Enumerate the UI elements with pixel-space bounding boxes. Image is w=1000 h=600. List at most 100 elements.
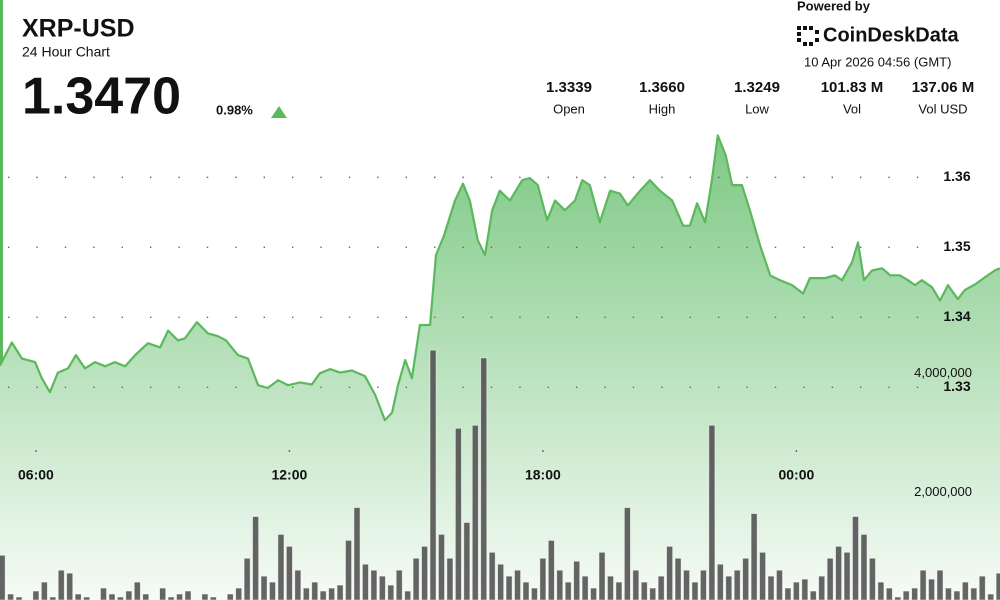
volume-bar [142,593,150,600]
volume-bar [269,581,276,600]
x-tick-label: 12:00 [271,467,307,483]
volume-bar [919,569,927,600]
volume-bar [666,545,674,600]
volume-bar [564,581,572,600]
volume-bar [361,563,369,600]
x-tick-label: 06:00 [18,467,54,483]
volume-bar [539,557,547,600]
volume-bar [530,587,538,600]
volume-bar [784,587,792,600]
volume-bar [294,569,302,600]
volume-bar [395,569,403,600]
volume-bar [311,581,319,600]
volume-bar [497,563,505,600]
volume-bar [387,584,395,600]
volume-bar [235,587,243,600]
volume-bar [438,534,445,600]
volume-bar [547,539,555,600]
stat-label: Open [553,101,585,116]
y-tick-label: 1.35 [943,238,970,254]
volume-bar [640,581,648,600]
volume-bar [995,572,1000,600]
volume-bar [615,581,623,600]
volume-bar [590,587,598,600]
volume-bar [522,581,530,600]
volume-bar [404,590,412,600]
volume-bar [480,357,488,600]
volume-bar [328,587,336,600]
volume-bar [987,593,995,600]
brand: CoinDeskData [823,24,959,46]
volume-bar [277,534,285,600]
volume-bar [336,584,344,600]
volume-bar [471,424,479,600]
volume-bar [759,551,767,600]
stat-value: 1.3249 [734,79,780,96]
volume-bar [936,569,944,600]
volume-bar [40,581,48,600]
brand-icon [797,26,819,46]
stat-label: Low [745,101,769,116]
volume-bar [378,575,386,600]
volume-bar [345,539,352,600]
volume-bar [429,349,437,600]
volume-bar [691,581,699,600]
volume-bar [978,575,986,600]
volume-bar [412,557,420,600]
volume-bar [860,534,868,600]
volume-bar [184,590,192,600]
volume-bar [708,424,716,600]
volume-bar [176,593,183,600]
volume-bar [454,427,462,600]
volume-bar [649,587,657,600]
y-tick-label: 1.34 [943,308,970,324]
volume-bar [125,590,133,600]
last-price: 1.3470 [22,68,181,126]
volume-bar [767,575,775,600]
volume-bar [66,572,74,600]
x-tick-label: 00:00 [778,467,814,483]
x-tick-label: 18:00 [525,467,561,483]
volume-bar [623,507,631,600]
volume-bar [953,590,961,600]
volume-bar [742,557,750,600]
price-line [0,134,1000,422]
volume-bar [801,578,809,600]
plot: 1.33 1.34 1.35 1.36 2,000,000 4,000,000 06:00 1… [0,134,1000,600]
volume-bar [302,587,310,600]
volume-bar [699,569,707,600]
stat-value: 137.06 M [912,79,975,96]
title: XRP-USD [22,15,135,43]
volume-bar [201,593,209,600]
volume-bar [877,581,885,600]
stat-value: 1.3660 [639,79,685,96]
volume-bar [598,551,606,600]
volume-bar [674,557,682,600]
volume-bar [319,590,327,600]
volume-bar [463,522,471,600]
volume-bar [133,581,141,600]
volume-bar [818,575,826,600]
up-arrow [271,106,287,118]
volume-bar [911,587,919,600]
volume-bar [0,554,6,600]
volume-bar [961,581,969,600]
volume-bar [725,575,733,600]
volume-bar [750,513,758,600]
stat-label: Vol USD [918,101,967,116]
volume-bar [683,569,690,600]
y2-tick-label: 4,000,000 [914,365,972,380]
y-tick-label: 1.36 [943,168,970,184]
y-tick-label: 1.33 [943,378,970,394]
volume-bar [488,551,496,600]
accent-bar [0,0,3,600]
volume-bar [243,557,251,600]
volume-bar [657,575,665,600]
volume-bar [852,516,859,600]
volume-bar [370,569,378,600]
stat-value: 1.3339 [546,79,592,96]
volume-bar [826,557,834,600]
stat-label: Vol [843,101,861,116]
y2-tick-label: 2,000,000 [914,484,972,499]
volume-bar [885,587,893,600]
